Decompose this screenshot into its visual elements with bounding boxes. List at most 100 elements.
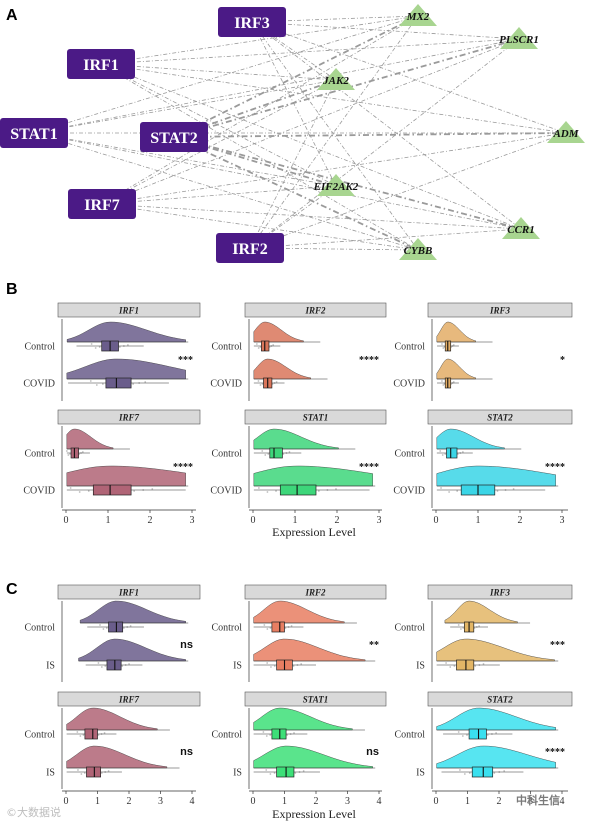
density-cloud [79, 600, 186, 624]
density-cloud [78, 638, 186, 662]
rain-point [486, 734, 489, 736]
facet-strip [244, 584, 387, 600]
significance-mark: **** [359, 462, 379, 473]
network-edge [33, 38, 520, 134]
network-edge [251, 21, 567, 134]
network-edge [101, 15, 419, 205]
facet-strip [57, 302, 201, 318]
network-edge [101, 38, 520, 205]
watermark-left: ©大数据说 [6, 806, 61, 819]
rain-point [81, 451, 84, 453]
rain-point [97, 734, 100, 736]
facet-title: IRF7 [118, 695, 140, 705]
rain-point [496, 490, 499, 492]
x-tick-label: 0 [251, 796, 256, 807]
network-edge [100, 63, 522, 230]
significance-mark: * [560, 355, 565, 366]
tf-node-irf2 [216, 233, 284, 263]
rain-point [79, 735, 82, 737]
rain-point [103, 732, 106, 734]
x-tick-label: 0 [434, 515, 439, 526]
network-edge [251, 21, 337, 81]
rain-point [267, 453, 270, 455]
facet-irf7: IRF7 Control COVID **** 0 1 2 3 [23, 409, 201, 526]
x-tick-label: 1 [293, 515, 298, 526]
rain-point [69, 487, 72, 489]
density-cloud [66, 358, 186, 380]
rain-point [121, 665, 124, 667]
rain-point [452, 381, 455, 383]
facet-title: IRF2 [304, 306, 326, 316]
facet-stat2: STAT2 Control COVID **** 0 1 2 3 [393, 409, 573, 526]
network-edge [173, 136, 522, 230]
facet-title: STAT1 [303, 695, 329, 705]
rain-point [127, 344, 129, 346]
rain-point [275, 490, 277, 492]
tf-node-irf3 [218, 7, 286, 37]
rain-point [264, 454, 267, 456]
group-label: IS [46, 661, 55, 672]
facet-title: IRF7 [118, 413, 140, 423]
network-edge [101, 79, 337, 205]
gene-label-mx2: MX2 [406, 11, 430, 23]
rain-point [290, 625, 293, 627]
facet-irf2: IRF2 Control IS ** [211, 584, 387, 682]
density-cloud [253, 428, 339, 450]
rain-point [257, 487, 260, 489]
density-cloud [66, 428, 114, 450]
tf-label-stat1: STAT1 [10, 126, 57, 143]
rain-point [99, 624, 101, 626]
facet-title: IRF3 [489, 588, 511, 598]
group-label: Control [24, 342, 55, 353]
rain-point [442, 347, 445, 349]
facet-strip [244, 691, 387, 707]
rain-point [482, 663, 485, 665]
x-tick-label: 1 [282, 796, 287, 807]
rain-point [87, 490, 90, 492]
rain-point [129, 625, 132, 627]
rain-point [100, 772, 103, 774]
group-label: IS [416, 768, 425, 779]
facet-irf3: IRF3 Control IS *** [394, 584, 573, 682]
facet-irf2: IRF2 Control COVID **** [210, 302, 387, 401]
rain-point [107, 770, 110, 772]
iqr-box [279, 484, 317, 496]
density-cloud [436, 358, 476, 380]
rain-point [300, 663, 303, 665]
rain-point [105, 627, 108, 629]
rain-point [441, 343, 443, 345]
x-tick-label: 1 [106, 515, 111, 526]
rain-point [461, 735, 464, 737]
rain-point [462, 627, 465, 629]
iqr-box [86, 766, 101, 778]
density-cloud [253, 638, 366, 662]
network-edges [33, 15, 567, 251]
facet-irf1: IRF1 Control IS ns [24, 584, 201, 682]
network-edge [33, 79, 337, 134]
rain-point [144, 381, 147, 383]
rain-point [441, 454, 444, 456]
rain-point [262, 731, 265, 733]
iqr-box [271, 621, 285, 633]
x-axis-title: Expression Level [272, 807, 356, 821]
density-cloud [436, 465, 556, 487]
group-label: Control [211, 342, 242, 353]
density-cloud [253, 358, 311, 380]
group-label: IS [233, 768, 242, 779]
density-cloud [444, 600, 518, 624]
density-cloud [253, 745, 373, 769]
iqr-box [271, 728, 287, 740]
x-tick-label: 2 [314, 796, 319, 807]
facet-strip [427, 584, 573, 600]
group-label: COVID [210, 379, 242, 390]
x-tick-label: 2 [148, 515, 153, 526]
rain-point [272, 344, 275, 346]
x-tick-label: 1 [465, 796, 470, 807]
network-edge [33, 15, 419, 134]
tf-node-irf1 [67, 49, 135, 79]
group-label: COVID [210, 486, 242, 497]
iqr-box [105, 377, 132, 389]
rain-point [69, 453, 72, 455]
rain-point [265, 735, 268, 737]
